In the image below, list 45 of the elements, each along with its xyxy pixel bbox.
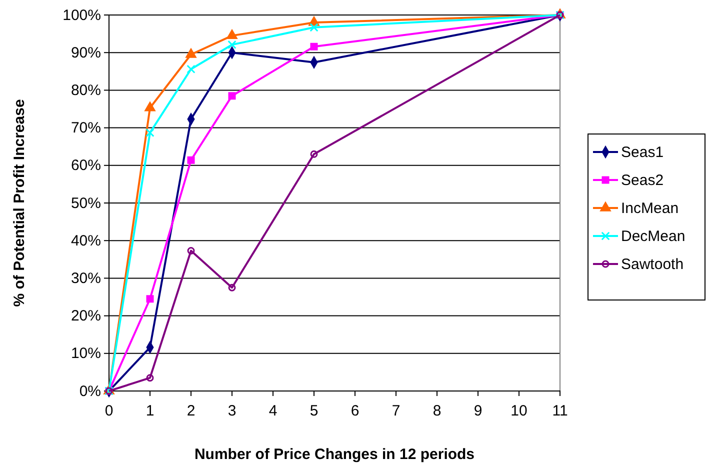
x-tick-label: 11: [552, 402, 568, 420]
point: [187, 247, 195, 254]
y-tick-label: 80%: [70, 82, 101, 99]
y-tick-label: 60%: [70, 157, 101, 174]
y-tick-label: 20%: [70, 308, 101, 325]
x-tick-label: 6: [350, 402, 360, 420]
legend-label: Sawtooth: [621, 256, 684, 273]
point: [310, 150, 318, 158]
point: [146, 295, 154, 303]
y-tick-label: 70%: [70, 120, 101, 137]
point: [228, 40, 236, 50]
point: [310, 23, 318, 32]
point: [186, 48, 196, 58]
point: [146, 128, 154, 138]
x-tick-label: 1: [146, 402, 154, 420]
point: [228, 284, 236, 292]
y-tick-label: 10%: [70, 345, 101, 362]
y-tick-label: 90%: [70, 44, 101, 62]
x-tick-label: 5: [310, 402, 318, 420]
x-tick-label: 3: [228, 402, 236, 420]
x-tick-label: 0: [104, 402, 114, 420]
point: [187, 156, 195, 164]
point: [146, 374, 154, 382]
x-tick-label: 7: [392, 402, 400, 420]
legend-label: Seas1: [621, 144, 664, 161]
legend-label: Seas2: [621, 172, 664, 189]
legend-label: DecMean: [621, 228, 686, 245]
y-tick-label: 30%: [70, 270, 101, 287]
y-axis-title: % of Potential Profit Increase: [11, 99, 28, 307]
y-tick-label: 100%: [62, 6, 101, 24]
point: [186, 64, 196, 74]
x-tick-label: 8: [432, 402, 442, 420]
point: [228, 92, 236, 100]
point: [310, 42, 318, 50]
x-tick-label: 2: [186, 402, 196, 420]
y-tick-label: 0%: [79, 382, 101, 400]
y-tick-label: 40%: [70, 232, 101, 250]
point: [144, 102, 156, 112]
point: [226, 30, 238, 40]
legend-label: IncMean: [621, 200, 679, 217]
x-tick-label: 4: [268, 402, 278, 420]
y-tick-label: 50%: [70, 194, 101, 212]
x-tick-label: 9: [474, 402, 482, 420]
x-axis-title: Number of Price Changes in 12 periods: [194, 446, 475, 463]
x-tick-label: 10: [510, 402, 528, 420]
